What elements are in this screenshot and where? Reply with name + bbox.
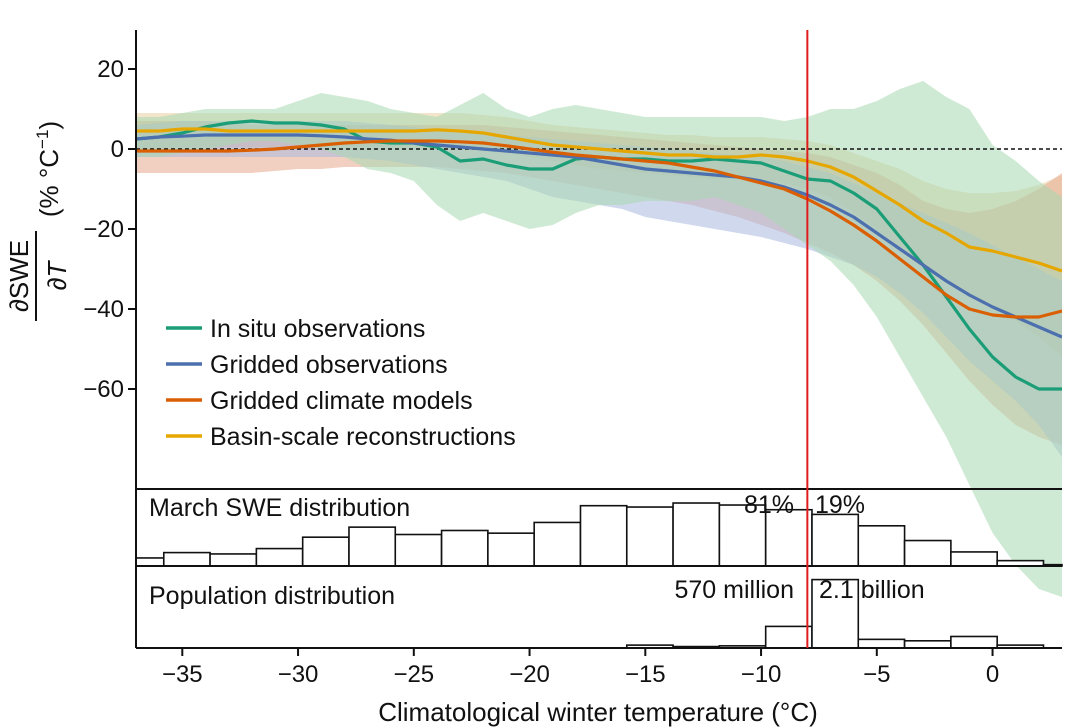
line-gridded-observations — [136, 133, 1062, 339]
hist-bar — [903, 639, 952, 649]
x-tick-label: −35 — [162, 661, 203, 688]
y-axis-ticks: 20 0 −20 −40 −60 — [83, 56, 136, 403]
x-tick-label: −5 — [863, 661, 890, 688]
hist-bar — [903, 539, 952, 567]
legend-label: Basin-scale reconstructions — [210, 423, 516, 451]
y-axis-label: ∂SWE ∂T (% °C−1) — [4, 121, 72, 321]
hist2-title: Population distribution — [149, 582, 395, 610]
hist-bar — [440, 529, 489, 567]
hist-bar — [162, 551, 211, 567]
hist-bar — [672, 502, 721, 567]
y-tick-label: 20 — [97, 56, 124, 83]
hist-bar — [857, 524, 906, 567]
series-lines — [136, 119, 1062, 391]
hist-bar — [579, 504, 628, 567]
x-axis-label: Climatological winter temperature (°C) — [378, 697, 818, 727]
legend-label: Gridded observations — [210, 351, 448, 379]
x-tick-label: −10 — [741, 661, 782, 688]
x-tick-label: −30 — [278, 661, 319, 688]
hist-bar — [301, 536, 350, 567]
x-tick-label: 0 — [986, 661, 999, 688]
x-tick-label: −25 — [393, 661, 434, 688]
hist-bar — [209, 553, 258, 567]
legend: In situ observations Gridded observations… — [166, 315, 516, 451]
hist-bar — [394, 533, 443, 567]
hist-bar — [348, 526, 397, 567]
hist-bar — [764, 625, 813, 649]
hist1-right-label: 19% — [815, 491, 865, 519]
swe-histogram — [135, 502, 1063, 567]
x-tick-label: −15 — [625, 661, 666, 688]
axes-frame — [135, 30, 1062, 649]
y-tick-label: −60 — [83, 376, 124, 403]
y-tick-label: −40 — [83, 296, 124, 323]
x-tick-label: −20 — [509, 661, 550, 688]
hist1-left-label: 81% — [744, 491, 794, 519]
hist-bar — [533, 521, 582, 567]
population-histogram — [625, 578, 1045, 649]
hist-bar — [625, 506, 674, 567]
hist2-right-label: 2.1 billion — [819, 576, 925, 604]
line-basin-scale-reconstructions — [136, 127, 1062, 273]
hist2-left-label: 570 million — [674, 576, 794, 604]
hist-bar — [950, 551, 998, 567]
hist-bar — [950, 635, 998, 649]
legend-label: In situ observations — [210, 315, 425, 343]
y-label-denominator: ∂T — [42, 260, 72, 291]
hist-bar — [487, 532, 535, 567]
y-tick-label: −20 — [83, 216, 124, 243]
x-axis-ticks: −35 −30 −25 −20 −15 −10 −5 0 — [162, 648, 999, 688]
hist-bar — [255, 547, 304, 567]
legend-label: Gridded climate models — [210, 387, 473, 415]
hist-bar — [857, 638, 906, 649]
y-tick-label: 0 — [111, 136, 124, 163]
hist-bar — [135, 557, 165, 567]
hist1-title: March SWE distribution — [149, 494, 410, 522]
y-label-unit: (% °C−1) — [33, 121, 64, 217]
line-gridded-climate-models — [136, 139, 1062, 319]
hist-bar — [811, 513, 860, 567]
hist-bar — [764, 508, 813, 567]
y-label-numerator: ∂SWE — [4, 240, 34, 312]
